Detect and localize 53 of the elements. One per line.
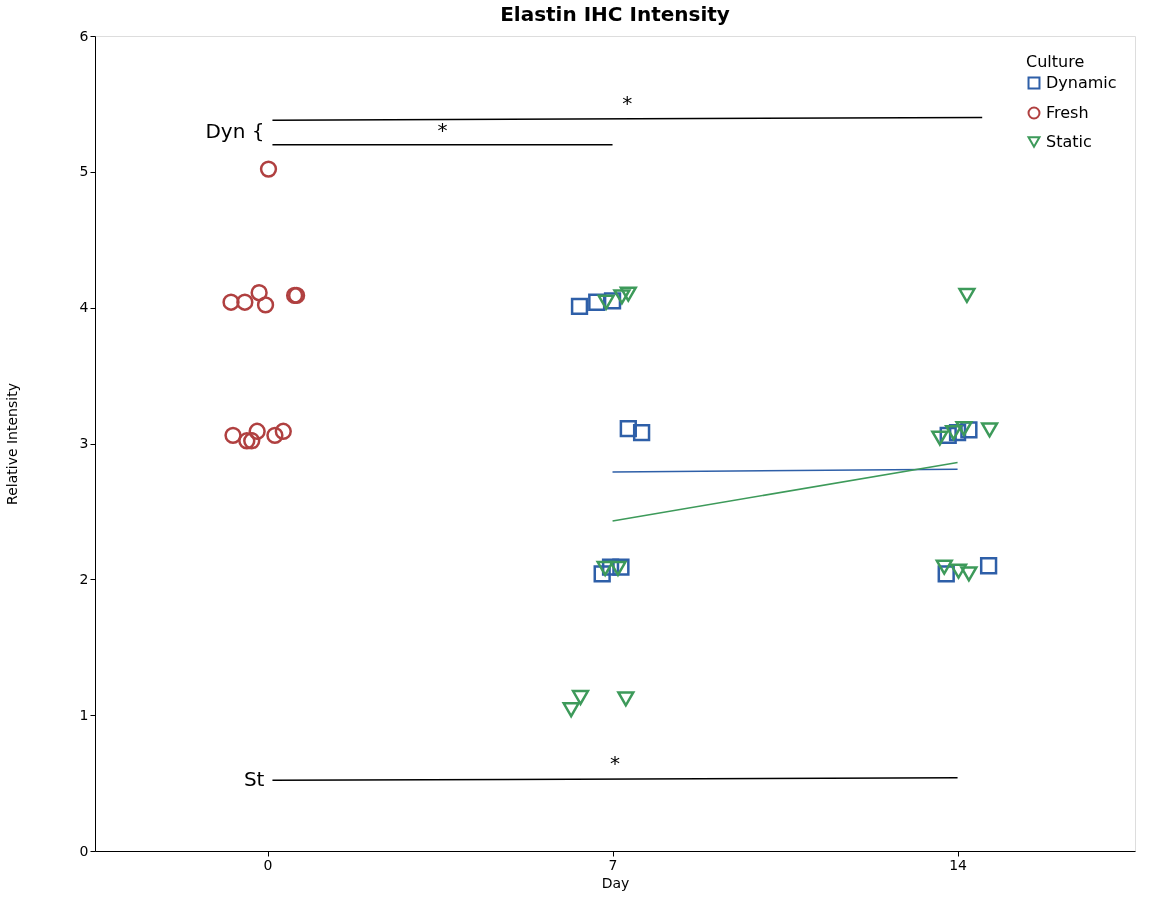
point <box>619 419 637 438</box>
x-axis-title: Day <box>601 874 630 891</box>
point <box>935 559 953 575</box>
point <box>570 297 589 315</box>
point <box>248 422 266 440</box>
point <box>562 702 580 718</box>
point <box>236 293 254 311</box>
annotation: Dyn { <box>205 119 265 144</box>
x-tick-label: 0 <box>263 856 273 873</box>
legend-label: Static <box>1046 132 1092 151</box>
annotation: * <box>610 750 620 775</box>
legend-label: Dynamic <box>1046 73 1117 92</box>
point <box>250 284 268 302</box>
point <box>256 296 275 314</box>
chart-title: Elastin IHC Intensity <box>500 2 730 26</box>
point <box>224 426 242 444</box>
point <box>613 289 631 305</box>
point <box>266 426 284 444</box>
point <box>979 557 998 575</box>
annotation: * <box>437 117 448 142</box>
annotation: * <box>622 90 633 115</box>
y-tick-label: 1 <box>79 706 89 723</box>
point <box>571 689 590 706</box>
y-tick-label: 3 <box>79 435 89 451</box>
point <box>980 422 999 438</box>
y-tick-label: 5 <box>79 163 89 180</box>
point <box>944 424 963 441</box>
y-tick-label: 2 <box>79 570 89 587</box>
point <box>596 560 614 577</box>
point <box>632 423 651 442</box>
point <box>958 287 976 304</box>
point <box>949 563 968 579</box>
annotation: St <box>243 767 265 792</box>
y-axis-title: Relative Intensity <box>3 383 20 505</box>
point <box>931 430 949 446</box>
x-tick-label: 7 <box>608 856 618 873</box>
point <box>593 565 611 583</box>
legend-label: Fresh <box>1046 103 1089 122</box>
point <box>274 422 292 440</box>
point <box>259 160 278 178</box>
y-tick-label: 4 <box>79 299 89 316</box>
point <box>617 691 635 707</box>
y-tick-label: 6 <box>79 27 89 44</box>
point <box>243 432 261 450</box>
point <box>955 420 973 437</box>
point <box>238 432 256 450</box>
y-tick-label: 0 <box>79 842 89 859</box>
point <box>222 293 240 311</box>
point <box>960 566 978 582</box>
legend-title: Culture <box>1026 52 1085 71</box>
point <box>619 286 637 302</box>
x-tick-label: 14 <box>949 856 968 873</box>
point <box>597 294 615 310</box>
